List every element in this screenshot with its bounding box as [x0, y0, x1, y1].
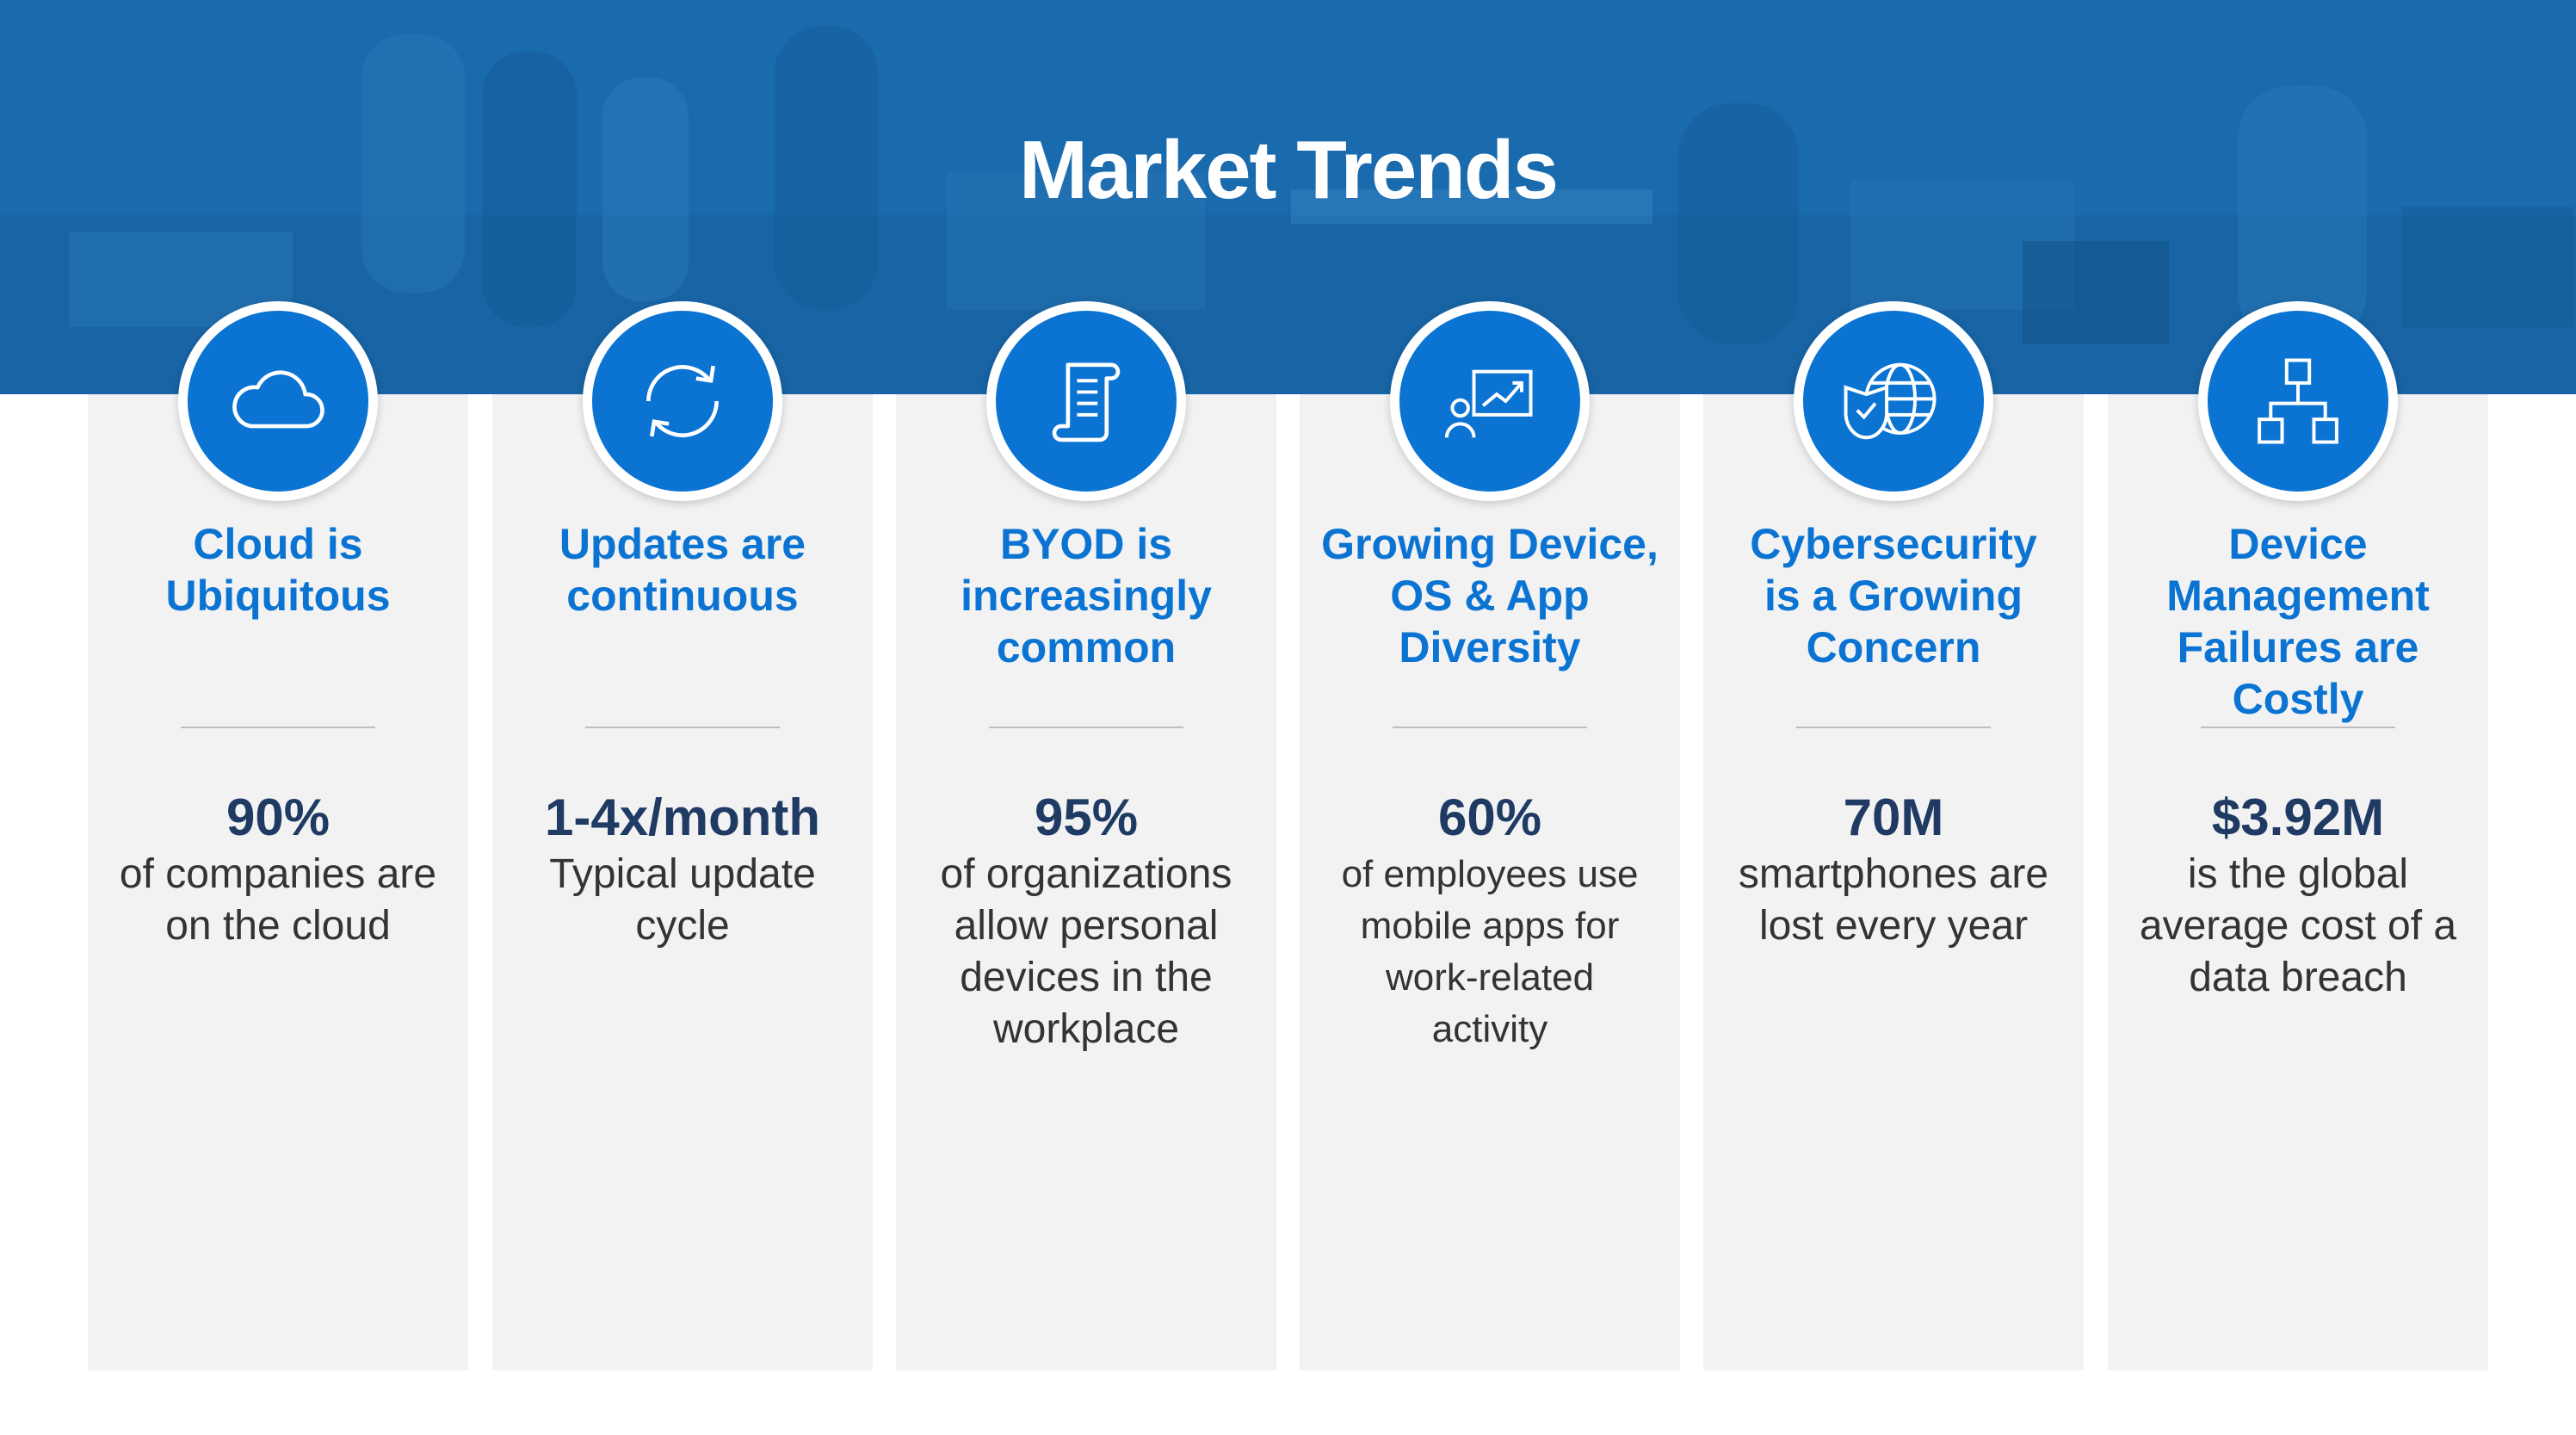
cloud-icon: [232, 370, 324, 429]
trend-description: of employees use mobile apps for work-rela…: [1341, 853, 1639, 1050]
divider: [585, 727, 780, 728]
trend-card-updates: [492, 394, 873, 1370]
page-title: Market Trends: [1019, 124, 1559, 216]
trend-heading: Growing Device, OS & App Diversity: [1321, 520, 1659, 671]
trend-stat: 1-4x/month: [544, 789, 821, 846]
trend-heading: Cloud is Ubiquitous: [165, 520, 391, 620]
trend-stat: 90%: [225, 789, 330, 846]
header-banner: Market Trends: [0, 0, 2576, 394]
trend-icon-badge: [178, 301, 378, 501]
trend-card-device-management: [2108, 394, 2488, 1370]
trend-heading: Device Management Failures are Costly: [2166, 520, 2430, 723]
trend-description: is the global average cost of a data breac…: [2139, 851, 2457, 1000]
trend-description: of companies are on the cloud: [119, 851, 437, 949]
trend-icon-badge: [1794, 301, 1993, 501]
presentation-chart-icon: [1444, 369, 1533, 438]
document-scroll-icon: [1052, 362, 1121, 442]
trend-card-byod: [896, 394, 1276, 1370]
divider: [1393, 727, 1587, 728]
hierarchy-icon: [2258, 358, 2338, 444]
trend-icon-badge: [2198, 301, 2398, 501]
trend-card-cloud: [88, 394, 468, 1370]
divider: [2201, 727, 2395, 728]
trend-stat: $3.92M: [2211, 789, 2385, 846]
trend-icon-badge: [986, 301, 1186, 501]
trend-card-diversity: [1300, 394, 1680, 1370]
divider: [181, 727, 375, 728]
trend-heading: Cybersecurity is a Growing Concern: [1750, 520, 2037, 671]
divider: [989, 727, 1183, 728]
trend-description: of organizations allow personal devices in…: [940, 851, 1232, 1052]
trend-description: smartphones are lost every year: [1738, 851, 2049, 949]
trend-description: Typical update cycle: [549, 851, 816, 949]
trend-heading: BYOD is increasingly common: [961, 520, 1212, 671]
office-photo-overlay: [0, 0, 2576, 394]
trend-stat: 95%: [1034, 789, 1139, 846]
trend-stat: 70M: [1843, 789, 1944, 846]
divider: [1796, 727, 1991, 728]
trend-card-cybersecurity: [1703, 394, 2084, 1370]
trend-stat: 60%: [1437, 789, 1542, 846]
trend-icon-badge: [1390, 301, 1590, 501]
sync-icon: [646, 365, 719, 437]
trend-heading: Updates are continuous: [559, 520, 806, 620]
globe-shield-icon: [1844, 362, 1937, 440]
trend-icon-badge: [583, 301, 782, 501]
